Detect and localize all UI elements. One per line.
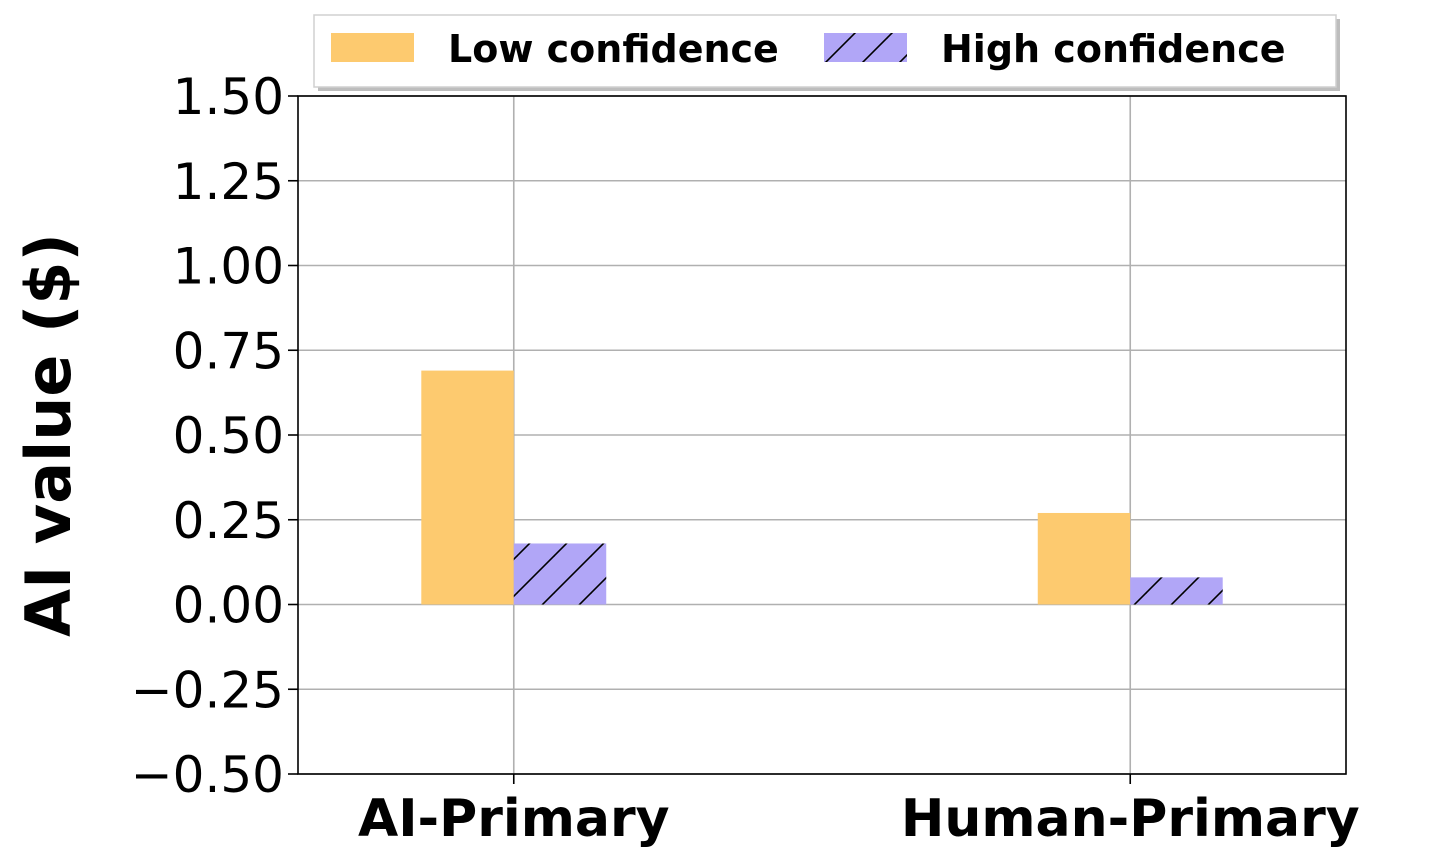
y-axis-label: AI value ($) bbox=[12, 233, 85, 637]
legend-items: Low confidence High confidence bbox=[331, 27, 1286, 71]
x-tick-label: Human-Primary bbox=[901, 789, 1360, 849]
legend-label: High confidence bbox=[941, 27, 1286, 71]
y-tick-label: 1.50 bbox=[173, 68, 284, 126]
y-tick-label: 0.50 bbox=[173, 407, 284, 465]
legend-label: Low confidence bbox=[448, 27, 779, 71]
x-tick-label: AI-Primary bbox=[358, 789, 670, 849]
y-tick-label: 1.00 bbox=[173, 238, 284, 296]
bars bbox=[421, 370, 1223, 605]
legend-swatch bbox=[331, 33, 414, 62]
y-tick-label: −0.25 bbox=[131, 661, 284, 719]
axis-ticks: −0.50 −0.25 0.00 0.25 0.50 0.75 1.00 1.25 1.50 AI… bbox=[131, 68, 1360, 849]
y-tick-label: 1.25 bbox=[173, 153, 284, 211]
bar-low-confidence bbox=[1037, 512, 1131, 605]
bar-low-confidence bbox=[421, 370, 514, 605]
y-tick-label: 0.75 bbox=[173, 322, 284, 380]
y-tick-label: 0.25 bbox=[173, 492, 284, 550]
y-tick-label: 0.00 bbox=[173, 577, 284, 635]
legend-swatch-hatch bbox=[824, 33, 907, 62]
y-tick-label: −0.50 bbox=[131, 746, 284, 804]
bar-hatch bbox=[1130, 577, 1223, 605]
bar-hatch bbox=[513, 543, 607, 605]
legend: Low confidence High confidence bbox=[313, 14, 1340, 91]
